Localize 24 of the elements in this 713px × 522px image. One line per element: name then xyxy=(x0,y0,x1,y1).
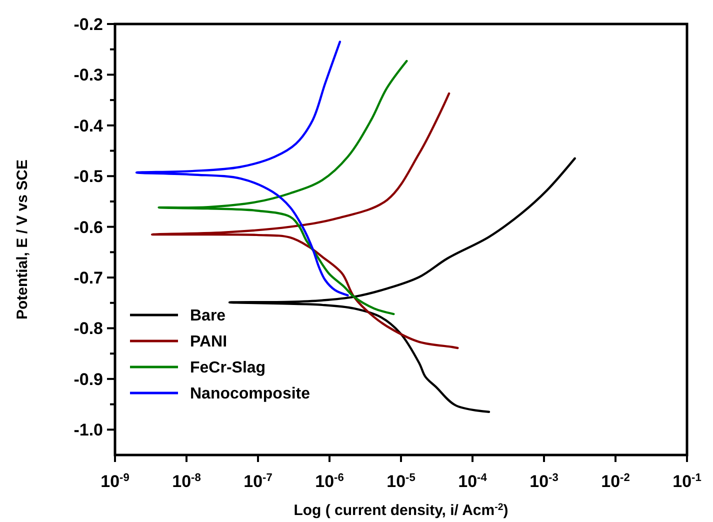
x-tick-label: 10$^{-3}$ xyxy=(530,472,558,491)
y-axis-title: Potential, E / V vs SCE xyxy=(14,159,31,320)
legend-label: Bare xyxy=(190,308,226,325)
y-tick-label: -0.2 xyxy=(74,14,103,34)
legend-label: PANI xyxy=(190,334,228,351)
y-tick-label: -0.5 xyxy=(74,167,103,186)
y-tick-label: -1.0 xyxy=(74,420,103,440)
x-tick-label: 10$^{-4}$ xyxy=(458,472,488,491)
x-tick-label: 10$^{-7}$ xyxy=(244,472,272,491)
x-tick-label: 10$^{-1}$ xyxy=(672,472,702,491)
y-tick-label: -0.3 xyxy=(74,66,103,85)
x-tick-label: 10$^{-2}$ xyxy=(601,472,630,491)
legend-label: FeCr-Slag xyxy=(190,360,266,377)
y-tick-label: -0.8 xyxy=(74,319,103,338)
y-tick-label: -0.4 xyxy=(74,116,104,136)
legend-label: Nanocomposite xyxy=(190,386,310,403)
y-tick-label: -0.6 xyxy=(74,218,103,237)
y-tick-label: -0.7 xyxy=(74,268,103,288)
x-axis-title: Log ( current density, i/ Acm$^{-2}$) xyxy=(294,502,508,519)
x-tick-label: 10$^{-8}$ xyxy=(172,472,201,491)
x-tick-label: 10$^{-5}$ xyxy=(386,472,416,491)
x-tick-label: 10$^{-9}$ xyxy=(100,472,130,491)
x-tick-label: 10$^{-6}$ xyxy=(315,472,344,491)
y-tick-label: -0.9 xyxy=(74,370,103,389)
